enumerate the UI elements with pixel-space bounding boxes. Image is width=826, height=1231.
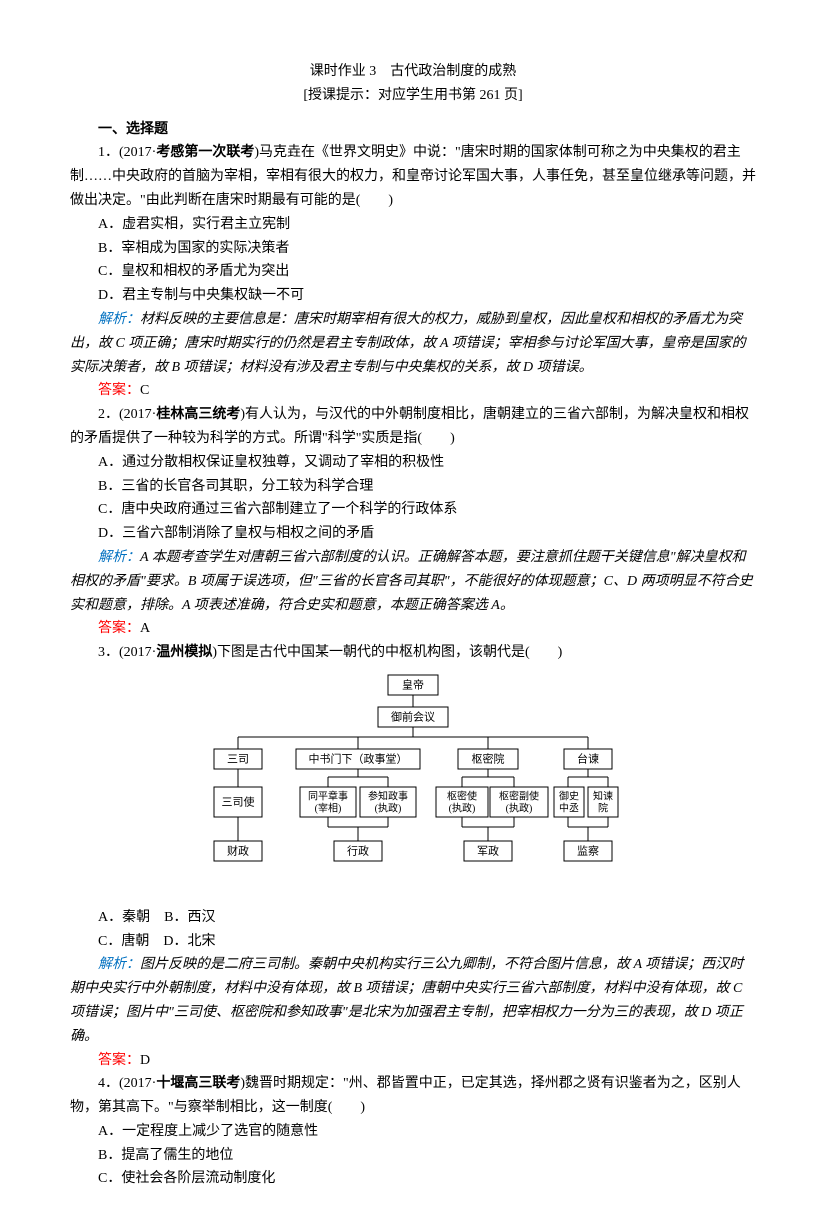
node-shumishi: 枢密使 xyxy=(447,789,477,802)
q2-option-b: B．三省的长官各司其职，分工较为科学合理 xyxy=(70,475,756,499)
analysis-label: 解析： xyxy=(98,550,140,565)
node-sansishi: 三司使 xyxy=(222,795,255,808)
q4-prefix: 4．(2017· xyxy=(98,1076,156,1091)
q3-analysis: 解析：图片反映的是二府三司制。秦朝中央机构实行三公九卿制，不符合图片信息，故 A… xyxy=(70,953,756,1048)
org-chart-diagram: 皇帝 御前会议 三司 中书门下（政事堂） 枢密院 台谏 三司使 同平章事 (宰相… xyxy=(70,671,756,900)
node-emperor: 皇帝 xyxy=(402,677,424,691)
q3-option-cd: C．唐朝 D．北宋 xyxy=(70,930,756,954)
node-xingzheng: 行政 xyxy=(347,843,369,857)
analysis-label: 解析： xyxy=(98,312,140,327)
node-jiancha: 监察 xyxy=(577,843,599,857)
q1-analysis: 解析：材料反映的主要信息是：唐宋时期宰相有很大的权力，威胁到皇权，因此皇权和相权… xyxy=(70,308,756,379)
section-heading: 一、选择题 xyxy=(70,118,756,142)
q2-analysis: 解析：A 本题考查学生对唐朝三省六部制度的认识。正确解答本题，要注意抓住题干关键… xyxy=(70,546,756,617)
q2-option-d: D．三省六部制消除了皇权与相权之间的矛盾 xyxy=(70,522,756,546)
answer-label: 答案： xyxy=(98,621,140,636)
answer-label: 答案： xyxy=(98,383,140,398)
lesson-subtitle: [授课提示：对应学生用书第 261 页] xyxy=(70,84,756,108)
q3-stem: 3．(2017·温州模拟)下图是古代中国某一朝代的中枢机构图，该朝代是( ) xyxy=(70,641,756,665)
answer-label: 答案： xyxy=(98,1053,140,1068)
q1-option-c: C．皇权和相权的矛盾尤为突出 xyxy=(70,260,756,284)
node-junzheng: 军政 xyxy=(477,843,499,857)
node-tongping: 同平章事 xyxy=(308,789,348,802)
q1-answer: 答案：C xyxy=(70,379,756,403)
node-shumi: 枢密院 xyxy=(472,751,505,765)
q3-analysis-text: 图片反映的是二府三司制。秦朝中央机构实行三公九卿制，不符合图片信息，故 A 项错… xyxy=(70,957,743,1043)
q3-prefix: 3．(2017· xyxy=(98,645,156,660)
node-taijian: 台谏 xyxy=(577,751,599,765)
q1-answer-text: C xyxy=(140,383,149,398)
node-zhijian2: 院 xyxy=(598,801,608,814)
q4-option-a: A．一定程度上减少了选官的随意性 xyxy=(70,1120,756,1144)
q1-prefix: 1．(2017· xyxy=(98,145,156,160)
q2-prefix: 2．(2017· xyxy=(98,407,156,422)
q3-option-ab: A．秦朝 B．西汉 xyxy=(70,906,756,930)
node-zhijian: 知谏 xyxy=(593,789,613,802)
analysis-label: 解析： xyxy=(98,957,140,972)
node-sansi: 三司 xyxy=(227,753,249,765)
q4-stem: 4．(2017·十堰高三联考)魏晋时期规定："州、郡皆置中正，已定其选，择州郡之… xyxy=(70,1072,756,1120)
q2-option-a: A．通过分散相权保证皇权独尊，又调动了宰相的积极性 xyxy=(70,451,756,475)
node-canzhi: 参知政事 xyxy=(368,789,408,802)
node-council: 御前会议 xyxy=(391,709,435,723)
q2-option-c: C．唐中央政府通过三省六部制建立了一个科学的行政体系 xyxy=(70,498,756,522)
q1-option-a: A．虚君实相，实行君主立宪制 xyxy=(70,213,756,237)
q2-source: 桂林高三统考 xyxy=(156,407,240,422)
node-shumishi2: (执政) xyxy=(449,801,476,814)
q2-analysis-text: A 本题考查学生对唐朝三省六部制度的认识。正确解答本题，要注意抓住题干关键信息"… xyxy=(70,550,753,613)
node-tongping2: (宰相) xyxy=(315,801,342,814)
q3-answer: 答案：D xyxy=(70,1049,756,1073)
q4-option-b: B．提高了儒生的地位 xyxy=(70,1144,756,1168)
q1-stem: 1．(2017·考感第一次联考)马克垚在《世界文明史》中说："唐宋时期的国家体制… xyxy=(70,141,756,212)
q1-option-b: B．宰相成为国家的实际决策者 xyxy=(70,237,756,261)
node-caizheng: 财政 xyxy=(227,843,249,857)
node-shumifushi: 枢密副使 xyxy=(499,789,539,802)
q4-source: 十堰高三联考 xyxy=(156,1076,240,1091)
org-chart-svg: 皇帝 御前会议 三司 中书门下（政事堂） 枢密院 台谏 三司使 同平章事 (宰相… xyxy=(178,671,648,891)
q1-option-d: D．君主专制与中央集权缺一不可 xyxy=(70,284,756,308)
q4-option-c: C．使社会各阶层流动制度化 xyxy=(70,1167,756,1191)
node-canzhi2: (执政) xyxy=(375,801,402,814)
q3-source: 温州模拟 xyxy=(156,645,212,660)
q2-answer: 答案：A xyxy=(70,617,756,641)
lesson-title: 课时作业 3 古代政治制度的成熟 xyxy=(70,60,756,84)
q2-answer-text: A xyxy=(140,621,150,636)
node-yushi2: 中丞 xyxy=(559,801,579,814)
q1-source: 考感第一次联考 xyxy=(156,145,254,160)
node-yushi: 御史 xyxy=(559,789,579,802)
q3-rest: )下图是古代中国某一朝代的中枢机构图，该朝代是( ) xyxy=(212,645,562,660)
node-shumifushi2: (执政) xyxy=(506,801,533,814)
q2-stem: 2．(2017·桂林高三统考)有人认为，与汉代的中外朝制度相比，唐朝建立的三省六… xyxy=(70,403,756,451)
q1-analysis-text: 材料反映的主要信息是：唐宋时期宰相有很大的权力，威胁到皇权，因此皇权和相权的矛盾… xyxy=(70,312,746,375)
node-zhongshu: 中书门下（政事堂） xyxy=(309,751,408,765)
q3-answer-text: D xyxy=(140,1053,150,1068)
